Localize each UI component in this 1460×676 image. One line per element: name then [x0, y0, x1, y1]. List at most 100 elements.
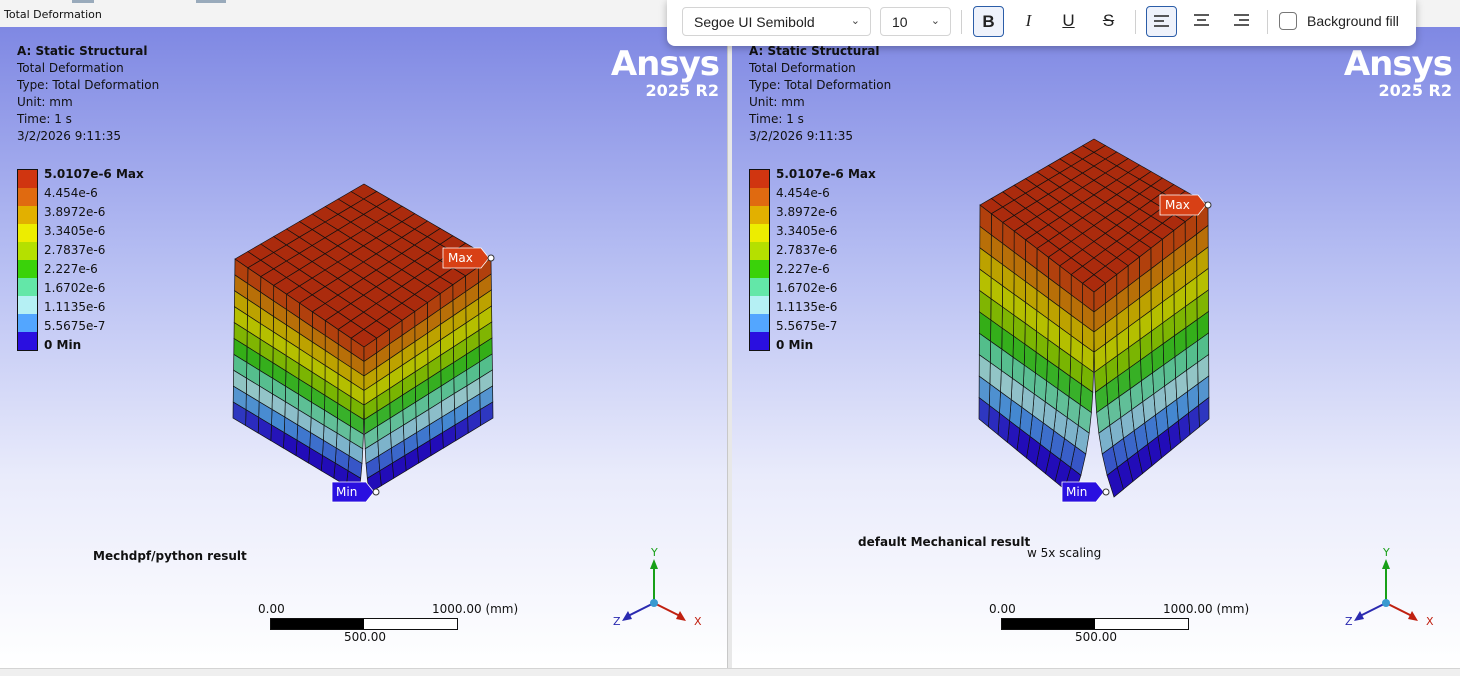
legend-swatch — [750, 224, 769, 242]
legend-label: 5.5675e-7 — [776, 319, 838, 333]
italic-button[interactable]: I — [1025, 11, 1032, 30]
info-line: Type: Total Deformation — [749, 78, 892, 92]
legend-swatch — [18, 170, 37, 188]
viewport-splitter[interactable] — [727, 27, 733, 675]
info-line: Time: 1 s — [749, 112, 804, 126]
font-family-dropdown[interactable]: Segoe UI Semibold ⌄ — [682, 7, 871, 36]
legend-swatch — [750, 278, 769, 296]
info-line: Total Deformation — [749, 61, 856, 75]
legend-label: 5.0107e-6 Max — [776, 167, 876, 181]
scale-min-label: 0.00 — [258, 602, 285, 616]
legend-swatch — [18, 206, 37, 224]
legend-swatch — [750, 242, 769, 260]
legend-swatch — [750, 296, 769, 314]
tab-indicator — [196, 0, 226, 3]
legend-label: 3.3405e-6 — [776, 224, 838, 238]
background-fill-checkbox[interactable] — [1279, 12, 1297, 30]
background-fill-label: Background fill — [1307, 13, 1399, 29]
legend-swatch — [18, 188, 37, 206]
axis-z-label: Z — [613, 615, 621, 628]
info-line: Total Deformation — [17, 61, 124, 75]
legend-swatch — [18, 260, 37, 278]
font-family-value: Segoe UI Semibold — [694, 14, 815, 30]
legend-swatch — [18, 278, 37, 296]
info-line: 3/2/2026 9:11:35 — [17, 129, 121, 143]
mesh-element — [1198, 396, 1210, 428]
align-right-button[interactable] — [1226, 6, 1257, 37]
legend-label: 5.5675e-7 — [44, 319, 106, 333]
legend-label: 3.3405e-6 — [44, 224, 106, 238]
info-line: Unit: mm — [17, 95, 73, 109]
ansys-logo: Ansys 2025 R2 — [610, 44, 720, 99]
legend-swatch — [750, 170, 769, 188]
result-info-block: A: Static Structural Total Deformation T… — [17, 43, 159, 145]
logo-brand: Ansys — [610, 44, 720, 84]
legend-label: 2.7837e-6 — [44, 243, 106, 257]
legend-label: 1.1135e-6 — [776, 300, 838, 314]
result-info-block: A: Static Structural Total Deformation T… — [749, 43, 891, 145]
min-label-text: Min — [1066, 485, 1087, 499]
legend-color-bar — [17, 169, 38, 351]
align-center-icon — [1194, 14, 1209, 26]
legend-label: 3.8972e-6 — [776, 205, 838, 219]
legend-label: 1.1135e-6 — [44, 300, 106, 314]
legend-swatch — [18, 224, 37, 242]
strikethrough-button[interactable]: S — [1102, 11, 1115, 30]
align-left-button[interactable] — [1146, 6, 1177, 37]
min-probe-label[interactable]: Min — [1061, 481, 1110, 503]
graphics-viewport-left[interactable]: A: Static Structural Total Deformation T… — [0, 27, 727, 668]
max-probe-label[interactable]: Max — [442, 247, 495, 269]
ansys-logo: Ansys 2025 R2 — [1343, 44, 1453, 100]
chevron-down-icon: ⌄ — [850, 15, 860, 27]
scale-max-label: 1000.00 (mm) — [1163, 602, 1250, 616]
chevron-down-icon: ⌄ — [930, 15, 940, 27]
text-format-toolbar: Segoe UI Semibold ⌄ 10 ⌄ B I U S Backgro… — [667, 0, 1416, 46]
logo-version: 2025 R2 — [1378, 81, 1452, 100]
info-line: 3/2/2026 9:11:35 — [749, 129, 853, 143]
scale-min-label: 0.00 — [989, 602, 1016, 616]
align-center-button[interactable] — [1186, 6, 1217, 37]
bold-button[interactable]: B — [973, 6, 1004, 37]
axis-x-label: X — [694, 615, 702, 628]
min-probe-label[interactable]: Min — [331, 481, 380, 503]
window-tab-title[interactable]: Total Deformation — [4, 8, 102, 21]
toolbar-divider — [1135, 10, 1136, 34]
toolbar-divider — [961, 10, 962, 34]
align-right-icon — [1234, 14, 1249, 26]
max-probe-label[interactable]: Max — [1159, 194, 1212, 216]
annotation-caption: Mechdpf/python result — [93, 549, 247, 563]
mesh-plot[interactable]: Max Min — [732, 27, 1460, 668]
axis-y-label: Y — [1382, 546, 1390, 559]
axis-x-label: X — [1426, 615, 1434, 628]
legend-swatch — [750, 332, 769, 350]
legend-label: 0 Min — [776, 338, 814, 352]
legend-label: 4.454e-6 — [776, 186, 830, 200]
axis-y-label: Y — [650, 546, 658, 559]
scale-bar — [1001, 618, 1189, 630]
legend-swatch — [18, 332, 37, 350]
legend-swatch — [750, 188, 769, 206]
analysis-title: A: Static Structural — [17, 44, 148, 58]
font-size-dropdown[interactable]: 10 ⌄ — [880, 7, 951, 36]
scale-max-label: 1000.00 (mm) — [432, 602, 519, 616]
axis-triad[interactable]: Y X Z — [610, 545, 710, 635]
legend-swatch — [750, 314, 769, 332]
min-label-text: Min — [336, 485, 357, 499]
logo-brand: Ansys — [1343, 44, 1453, 84]
max-label-text: Max — [1165, 198, 1190, 212]
align-left-icon — [1154, 15, 1169, 27]
status-strip — [0, 668, 1460, 676]
graphics-viewport-right[interactable]: A: Static Structural Total Deformation T… — [732, 27, 1460, 668]
underline-button[interactable]: U — [1062, 11, 1075, 30]
legend-label: 2.227e-6 — [776, 262, 830, 276]
legend-swatch — [18, 314, 37, 332]
max-label-text: Max — [448, 251, 473, 265]
mesh-element — [479, 401, 494, 427]
axis-triad[interactable]: Y X Z — [1342, 545, 1442, 635]
legend-label: 5.0107e-6 Max — [44, 167, 144, 181]
mesh-element — [978, 396, 990, 428]
annotation-caption: default Mechanical result — [858, 535, 1031, 549]
scale-mid-label: 500.00 — [344, 630, 386, 644]
mesh-plot[interactable]: Max Min — [0, 27, 727, 668]
mesh-element — [232, 401, 247, 427]
